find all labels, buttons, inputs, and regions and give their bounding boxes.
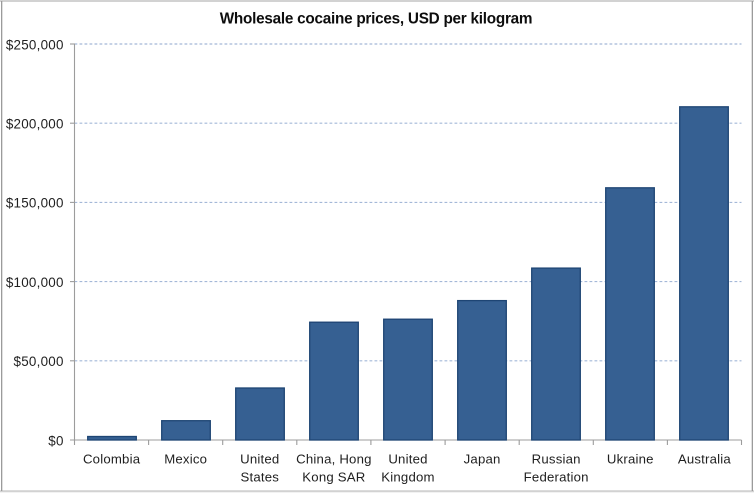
svg-text:$250,000: $250,000 xyxy=(6,37,64,52)
svg-text:Japan: Japan xyxy=(464,451,501,466)
svg-text:United: United xyxy=(240,451,279,466)
svg-text:$100,000: $100,000 xyxy=(6,275,64,290)
svg-text:Ukraine: Ukraine xyxy=(607,451,654,466)
svg-text:Kong SAR: Kong SAR xyxy=(302,469,365,484)
svg-text:Wholesale cocaine prices, USD: Wholesale cocaine prices, USD per kilogr… xyxy=(220,11,533,28)
svg-text:United: United xyxy=(388,451,427,466)
svg-text:$0: $0 xyxy=(48,433,63,448)
svg-text:Colombia: Colombia xyxy=(83,451,141,466)
svg-text:Kingdom: Kingdom xyxy=(381,469,434,484)
svg-text:$150,000: $150,000 xyxy=(6,196,64,211)
svg-text:China, Hong: China, Hong xyxy=(296,451,372,466)
svg-text:Mexico: Mexico xyxy=(164,451,207,466)
svg-text:$50,000: $50,000 xyxy=(14,354,64,369)
svg-text:Federation: Federation xyxy=(524,469,589,484)
svg-text:States: States xyxy=(241,469,280,484)
svg-text:Russian: Russian xyxy=(532,451,581,466)
svg-text:$200,000: $200,000 xyxy=(6,117,64,132)
svg-text:Australia: Australia xyxy=(678,451,732,466)
